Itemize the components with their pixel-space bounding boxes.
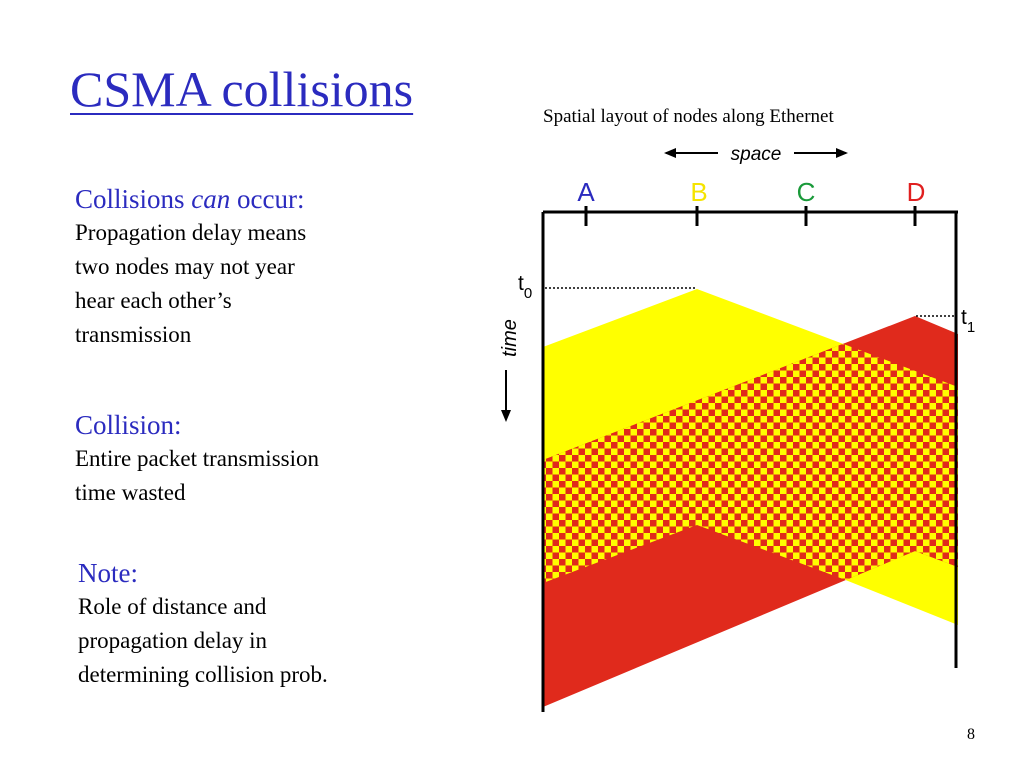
text-line: time wasted	[75, 480, 186, 505]
collision-heading: Collision:	[75, 410, 182, 440]
note-text: Role of distance and propagation delay i…	[78, 590, 408, 692]
collisions-can-occur-block: Collisions can occur: Propagation delay …	[75, 182, 405, 352]
collisions-can-occur-text: Propagation delay means two nodes may no…	[75, 216, 405, 352]
heading-emphasis: can	[191, 184, 231, 214]
collision-block: Collision: Entire packet transmission ti…	[75, 408, 405, 510]
t0-base: t	[518, 272, 524, 295]
node-c-label: C	[797, 177, 816, 207]
time-label: time	[499, 319, 521, 357]
node-b-label: B	[690, 177, 707, 207]
text-line: Role of distance and	[78, 594, 267, 619]
text-line: transmission	[75, 322, 192, 347]
heading-pre: Collisions	[75, 184, 192, 214]
space-label: space	[731, 144, 782, 165]
time-arrow-head	[501, 410, 511, 422]
text-line: propagation delay in	[78, 628, 268, 653]
t1-base: t	[961, 306, 967, 329]
collision-text: Entire packet transmission time wasted	[75, 442, 405, 510]
t1-subscript: 1	[967, 319, 975, 336]
space-arrow-right-head	[836, 148, 848, 158]
text-line: two nodes may not year	[75, 254, 295, 279]
t1-label: t1	[961, 306, 975, 336]
t0-label: t0	[518, 272, 532, 302]
slide-title: CSMA collisions	[70, 61, 414, 117]
text-line: Entire packet transmission	[75, 446, 319, 471]
text-line: Propagation delay means	[75, 220, 307, 245]
page-number: 8	[967, 726, 975, 743]
diagram-caption: Spatial layout of nodes along Ethernet	[543, 106, 834, 127]
space-arrow-left-head	[664, 148, 676, 158]
heading-post: occur:	[230, 184, 305, 214]
text-line: determining collision prob.	[78, 662, 328, 687]
node-d-label: D	[907, 177, 926, 207]
collisions-can-occur-heading: Collisions can occur:	[75, 182, 405, 216]
t0-subscript: 0	[524, 285, 532, 302]
note-heading: Note:	[78, 558, 138, 588]
node-a-label: A	[577, 177, 595, 207]
text-line: hear each other’s	[75, 288, 232, 313]
note-block: Note: Role of distance and propagation d…	[78, 556, 408, 692]
